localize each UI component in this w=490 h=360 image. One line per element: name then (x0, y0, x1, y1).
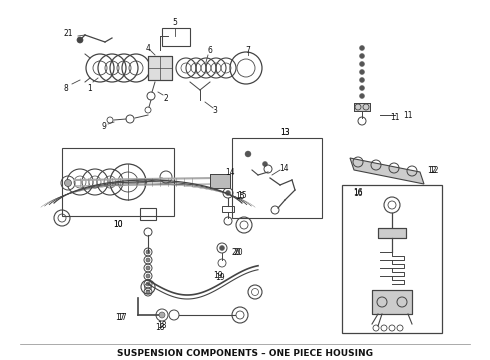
Circle shape (220, 246, 224, 251)
Text: 19: 19 (215, 274, 225, 283)
Circle shape (159, 312, 165, 318)
Circle shape (360, 77, 365, 82)
Text: 2: 2 (164, 94, 169, 103)
Circle shape (146, 274, 150, 278)
Text: 20: 20 (231, 248, 241, 257)
Text: 10: 10 (113, 220, 123, 229)
Bar (378, 228, 406, 238)
Text: 9: 9 (101, 122, 106, 131)
Text: 20: 20 (233, 248, 243, 257)
Text: 17: 17 (117, 314, 127, 323)
Text: 16: 16 (353, 189, 363, 198)
Text: 3: 3 (213, 105, 218, 114)
Bar (222, 206, 234, 212)
Bar (162, 28, 190, 46)
Circle shape (225, 190, 230, 195)
Bar (372, 290, 412, 314)
Text: 8: 8 (64, 84, 69, 93)
Circle shape (360, 86, 365, 90)
Text: 13: 13 (280, 127, 290, 136)
Text: 14: 14 (279, 163, 289, 172)
Circle shape (245, 151, 251, 157)
Text: SUSPENSION COMPONENTS – ONE PIECE HOUSING: SUSPENSION COMPONENTS – ONE PIECE HOUSIN… (117, 350, 373, 359)
Bar (354, 103, 370, 111)
Circle shape (360, 45, 365, 50)
Bar (354, 103, 370, 111)
Circle shape (146, 258, 150, 262)
Text: 18: 18 (155, 324, 165, 333)
Text: 14: 14 (225, 167, 235, 176)
Text: 12: 12 (427, 166, 437, 175)
Polygon shape (350, 158, 424, 184)
Text: 5: 5 (172, 18, 177, 27)
Text: 6: 6 (208, 45, 213, 54)
Circle shape (263, 162, 268, 166)
Circle shape (360, 54, 365, 59)
Text: 10: 10 (113, 220, 123, 229)
Text: 16: 16 (353, 188, 363, 197)
Text: 19: 19 (213, 270, 223, 279)
Bar (372, 290, 412, 314)
Text: 4: 4 (146, 44, 150, 53)
Text: 11: 11 (390, 113, 400, 122)
Circle shape (146, 266, 150, 270)
Bar (140, 208, 156, 220)
Bar (148, 56, 172, 80)
Text: 21: 21 (63, 28, 73, 37)
Circle shape (146, 290, 150, 294)
Text: 15: 15 (235, 192, 245, 201)
Text: 17: 17 (115, 314, 125, 323)
Circle shape (146, 282, 150, 286)
Circle shape (65, 180, 72, 186)
Circle shape (360, 94, 365, 99)
Bar (148, 56, 172, 80)
Text: 18: 18 (157, 321, 167, 330)
Text: 13: 13 (280, 127, 290, 136)
Text: 1: 1 (88, 84, 93, 93)
Circle shape (360, 69, 365, 75)
Text: 12: 12 (429, 166, 439, 175)
Bar (342, 185, 442, 333)
Bar (378, 228, 406, 238)
Text: 15: 15 (237, 190, 247, 199)
Bar (210, 174, 230, 188)
Text: 11: 11 (403, 111, 413, 120)
Bar (232, 138, 322, 218)
Circle shape (146, 250, 150, 254)
Bar (62, 148, 174, 216)
Circle shape (77, 37, 83, 43)
Circle shape (360, 62, 365, 67)
Text: 7: 7 (245, 45, 250, 54)
Bar (210, 174, 230, 188)
